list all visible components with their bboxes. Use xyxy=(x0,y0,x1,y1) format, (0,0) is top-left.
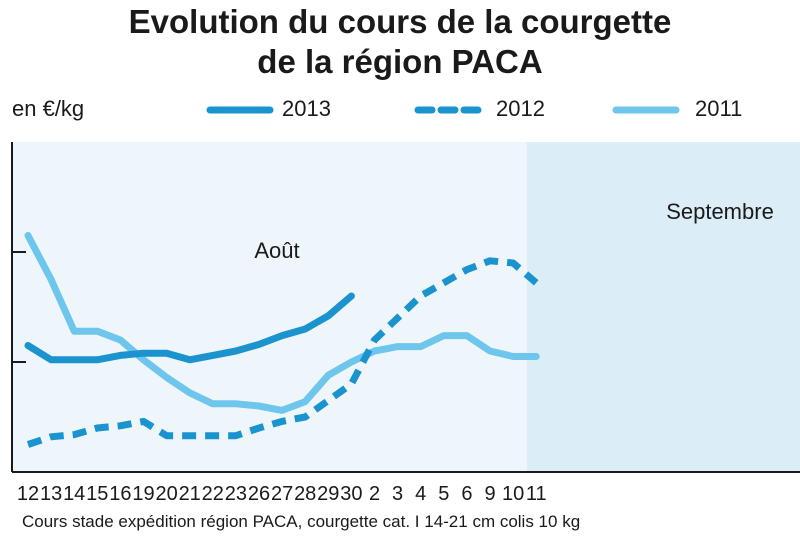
x-tick-label: 10 xyxy=(502,483,524,505)
chart-title-line-2: de la région PACA xyxy=(257,43,543,80)
septembre-background xyxy=(527,142,800,472)
x-tick-label: 21 xyxy=(179,483,201,505)
month-label-aout: Août xyxy=(254,238,299,263)
chart-footnote: Cours stade expédition région PACA, cour… xyxy=(22,512,581,531)
x-tick-label: 9 xyxy=(484,483,495,505)
x-tick-label: 16 xyxy=(109,483,131,505)
y-axis-unit-label: en €/kg xyxy=(12,96,85,121)
x-tick-label: 20 xyxy=(155,483,177,505)
aout-background xyxy=(12,142,527,472)
x-tick-label: 26 xyxy=(248,483,270,505)
x-tick-label: 4 xyxy=(415,483,426,505)
x-tick-label: 27 xyxy=(271,483,293,505)
x-tick-label: 22 xyxy=(202,483,224,505)
series-line-2012 xyxy=(26,257,539,448)
x-tick-label: 19 xyxy=(132,483,154,505)
x-tick-label: 29 xyxy=(317,483,339,505)
x-tick-label: 3 xyxy=(392,483,403,505)
x-tick-label: 14 xyxy=(63,483,85,505)
x-tick-label: 11 xyxy=(526,483,547,505)
series-line-2011 xyxy=(24,232,540,414)
x-tick-label: 2 xyxy=(369,483,380,505)
chart-title-line-1: Evolution du cours de la courgette xyxy=(128,3,672,40)
x-tick-label: 13 xyxy=(40,483,62,505)
x-tick-label: 15 xyxy=(86,483,108,505)
x-tick-label: 6 xyxy=(461,483,472,505)
legend-label-2013: 2013 xyxy=(282,96,331,121)
x-tick-label: 5 xyxy=(438,483,449,505)
x-tick-label: 30 xyxy=(340,483,362,505)
month-label-septembre: Septembre xyxy=(666,199,774,224)
x-tick-label: 28 xyxy=(294,483,316,505)
series-line-2013 xyxy=(24,292,355,364)
legend-label-2011: 2011 xyxy=(695,96,743,121)
x-tick-label: 12 xyxy=(17,483,39,505)
legend-label-2012: 2012 xyxy=(496,96,545,121)
x-tick-label: 23 xyxy=(225,483,247,505)
